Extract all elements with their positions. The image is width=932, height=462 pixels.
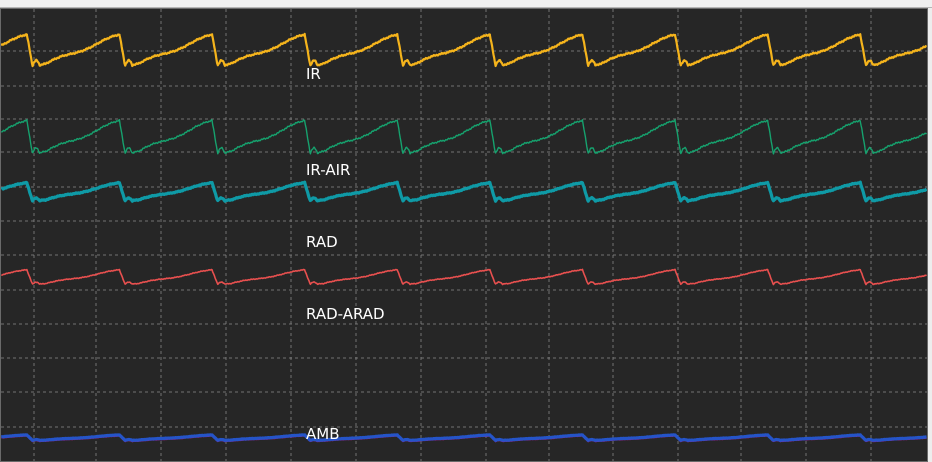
series-line-rad	[1, 180, 927, 203]
plot-area[interactable]: IR IR-AIR RAD RAD-ARAD AMB	[0, 8, 928, 462]
chart-background	[1, 9, 927, 461]
waveform-chart[interactable]: IR IR-AIR RAD RAD-ARAD AMB	[1, 9, 927, 461]
channel-labels: IR IR-AIR RAD RAD-ARAD AMB	[306, 65, 385, 443]
series-line-ir	[1, 32, 927, 68]
label-rad-arad: RAD-ARAD	[306, 305, 385, 323]
label-ir: IR	[306, 65, 321, 83]
grid	[1, 9, 927, 461]
series-line-rad-arad	[1, 268, 927, 286]
window-right-edge	[928, 8, 932, 462]
series-line-ir-air	[1, 118, 927, 155]
traces	[1, 32, 927, 443]
label-rad: RAD	[306, 233, 338, 251]
window-top-strip	[0, 0, 932, 8]
label-amb: AMB	[306, 425, 340, 443]
label-ir-air: IR-AIR	[306, 161, 350, 179]
series-line-amb	[1, 433, 927, 442]
